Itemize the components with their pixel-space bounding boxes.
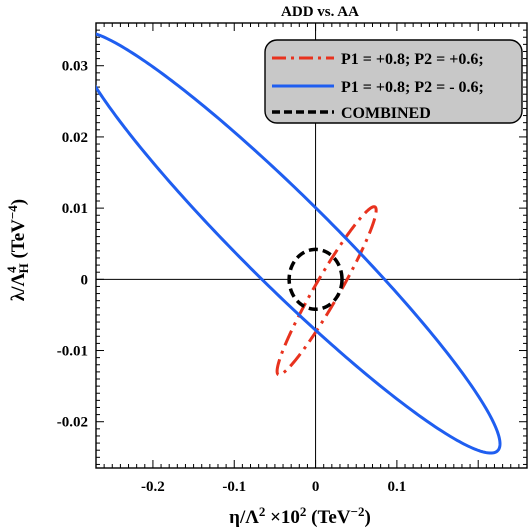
x-tick-labels: -0.2 -0.1 0 0.1	[141, 479, 406, 495]
legend-box	[264, 39, 523, 124]
x-tick-label: -0.1	[222, 479, 246, 495]
x-tick-label: 0.1	[388, 479, 407, 495]
series-combined-ellipse	[287, 247, 344, 311]
y-tick-label: -0.02	[57, 415, 88, 431]
plot-frame	[95, 22, 528, 469]
x-axis-title: η/Λ2 ×102 (TeV−2)	[229, 504, 371, 528]
chart-title: ADD vs. AA	[281, 4, 359, 20]
y-tick-label: 0.03	[62, 59, 88, 75]
series-layer	[96, 32, 502, 455]
legend: P1 = +0.8; P2 = +0.6; P1 = +0.8; P2 = - …	[264, 39, 523, 124]
axis-ticks	[95, 22, 528, 468]
y-axis-title: λ/Λ4H (TeV−4)	[4, 199, 31, 301]
legend-label-blue: P1 = +0.8; P2 = - 0.6;	[341, 79, 484, 96]
y-tick-labels: -0.02 -0.01 0 0.01 0.02 0.03	[57, 59, 88, 431]
series-red-ellipse	[275, 205, 378, 377]
legend-label-combined: COMBINED	[341, 105, 431, 122]
y-tick-label: 0.01	[62, 201, 88, 217]
y-tick-label: 0.02	[62, 130, 88, 146]
y-tick-label: 0	[81, 272, 89, 288]
y-tick-label: -0.01	[57, 344, 88, 360]
legend-label-red: P1 = +0.8; P2 = +0.6;	[341, 51, 484, 68]
x-tick-label: 0	[312, 479, 320, 495]
x-tick-label: -0.2	[141, 479, 165, 495]
series-blue-ellipse	[96, 32, 502, 455]
